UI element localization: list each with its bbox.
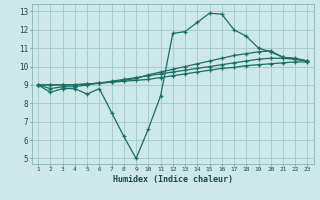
- X-axis label: Humidex (Indice chaleur): Humidex (Indice chaleur): [113, 175, 233, 184]
